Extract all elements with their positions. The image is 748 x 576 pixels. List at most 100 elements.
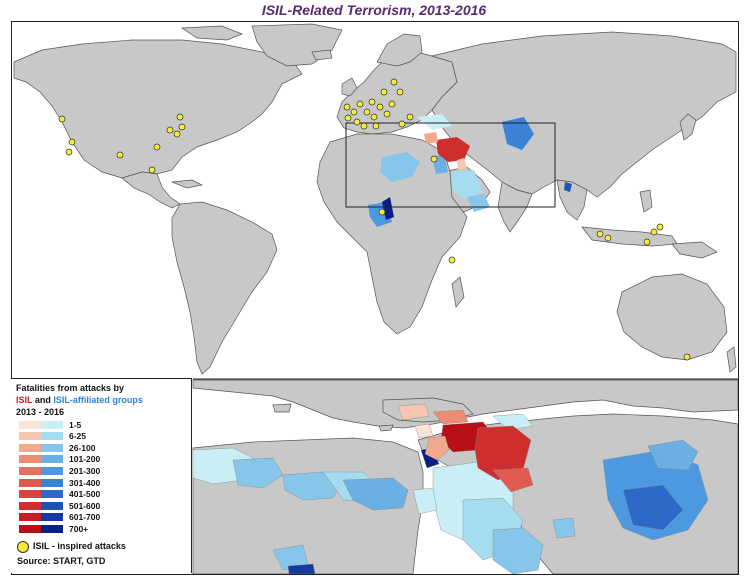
inspired-attack-point [406, 113, 414, 121]
inspired-attack-point [368, 98, 376, 106]
inspired-attack-point [173, 130, 181, 138]
inspired-attack-point [372, 122, 380, 130]
central-america [121, 171, 181, 209]
legend-class-row: 26-100 [19, 442, 96, 453]
inspired-attack-legend-label: ISIL - inspired attacks [33, 541, 126, 551]
inspired-attack-point [356, 100, 364, 108]
legend-class-label: 401-500 [69, 489, 101, 500]
legend-affiliated-swatch [41, 420, 63, 429]
legend-isil-swatch [19, 524, 41, 533]
south-america [171, 201, 278, 375]
legend-class-row: 201-300 [19, 465, 101, 476]
legend-class-label: 501-600 [69, 500, 101, 511]
inspired-attack-point [153, 143, 161, 151]
isil-attack-regions [424, 132, 470, 170]
inset-europe [192, 379, 738, 429]
legend-class-label: 26-100 [69, 442, 96, 453]
inspired-attack-point [430, 155, 438, 163]
inspired-attack-point [396, 88, 404, 96]
legend-subheading: ISIL and ISIL-affiliated groups [16, 395, 143, 405]
inspired-attack-point [388, 100, 396, 108]
inspired-attack-point [390, 78, 398, 86]
legend-class-row: 601-700 [19, 512, 101, 523]
inspired-attack-point [370, 113, 378, 121]
legend-isil-swatch [19, 466, 41, 475]
inspired-attack-point [604, 234, 612, 242]
british-isles [341, 77, 358, 97]
arctic-islands [180, 25, 243, 41]
map-legend: Fatalities from attacks by ISIL and ISIL… [11, 378, 192, 573]
legend-years: 2013 - 2016 [16, 407, 65, 417]
inspired-attack-point [398, 120, 406, 128]
madagascar [451, 276, 465, 308]
world-landmasses [13, 23, 737, 375]
legend-isil-swatch [19, 455, 41, 464]
legend-class-row: 401-500 [19, 489, 101, 500]
legend-isil-swatch [19, 443, 41, 452]
legend-isil-swatch [19, 432, 41, 441]
inspired-attack-point [343, 103, 351, 111]
inspired-attack-point [656, 223, 664, 231]
legend-class-label: 1-5 [69, 419, 82, 430]
inspired-attack-point [68, 138, 76, 146]
philippines [639, 189, 653, 213]
legend-affiliated-swatch [41, 490, 63, 499]
source-label: Source: START, GTD [17, 556, 106, 566]
legend-isil-swatch [19, 478, 41, 487]
legend-class-label: 301-400 [69, 477, 101, 488]
inspired-attack-point [643, 238, 651, 246]
inset-affiliated-regions [192, 413, 709, 574]
japan [679, 113, 697, 141]
legend-isil-swatch [19, 420, 41, 429]
legend-class-label: 201-300 [69, 465, 101, 476]
inspired-attack-point [353, 118, 361, 126]
new-zealand [726, 346, 737, 373]
legend-class-row: 301-400 [19, 477, 101, 488]
legend-class-row: 1-5 [19, 419, 82, 430]
legend-affiliated-swatch [41, 432, 63, 441]
caribbean [171, 179, 204, 189]
legend-class-label: 101-200 [69, 454, 101, 465]
australia [616, 273, 728, 361]
legend-class-label: 6-25 [69, 431, 87, 442]
new-guinea [671, 241, 718, 259]
legend-affiliated-swatch [41, 455, 63, 464]
inspired-attack-point [596, 230, 604, 238]
legend-and-word: and [32, 395, 54, 405]
legend-isil-swatch [19, 490, 41, 499]
legend-class-label: 601-700 [69, 512, 101, 523]
legend-class-row: 700+ [19, 524, 88, 534]
inspired-attack-point [448, 256, 456, 264]
inset-isil-regions [397, 403, 534, 493]
legend-affiliated-word: ISIL-affiliated groups [53, 395, 143, 405]
iceland [311, 49, 333, 61]
legend-affiliated-swatch [41, 513, 63, 522]
inspired-attack-point [378, 208, 386, 216]
asia [430, 31, 737, 198]
inspired-attack-point [383, 110, 391, 118]
inset-cyprus [378, 424, 394, 432]
legend-class-row: 101-200 [19, 454, 101, 465]
legend-isil-swatch [19, 501, 41, 510]
inspired-attack-point [363, 108, 371, 116]
inspired-attack-point [166, 126, 174, 134]
inspired-attack-point [380, 88, 388, 96]
inspired-attack-point [58, 115, 66, 123]
legend-class-row: 6-25 [19, 431, 87, 442]
inspired-attack-point [650, 228, 658, 236]
inspired-attack-point [116, 151, 124, 159]
indonesia [581, 226, 678, 247]
legend-affiliated-swatch [41, 478, 63, 487]
legend-class-row: 501-600 [19, 500, 101, 511]
north-america [13, 39, 303, 179]
inspired-attack-point [376, 103, 384, 111]
map-frame [11, 21, 739, 575]
map-title: ISIL-Related Terrorism, 2013-2016 [261, 2, 487, 18]
legend-affiliated-swatch [41, 524, 63, 533]
legend-heading: Fatalities from attacks by [16, 383, 125, 393]
scandinavia [376, 33, 423, 67]
legend-affiliated-swatch [41, 443, 63, 452]
inspired-attack-point [350, 108, 358, 116]
world-map[interactable] [12, 22, 738, 574]
inspired-attack-point [178, 123, 186, 131]
